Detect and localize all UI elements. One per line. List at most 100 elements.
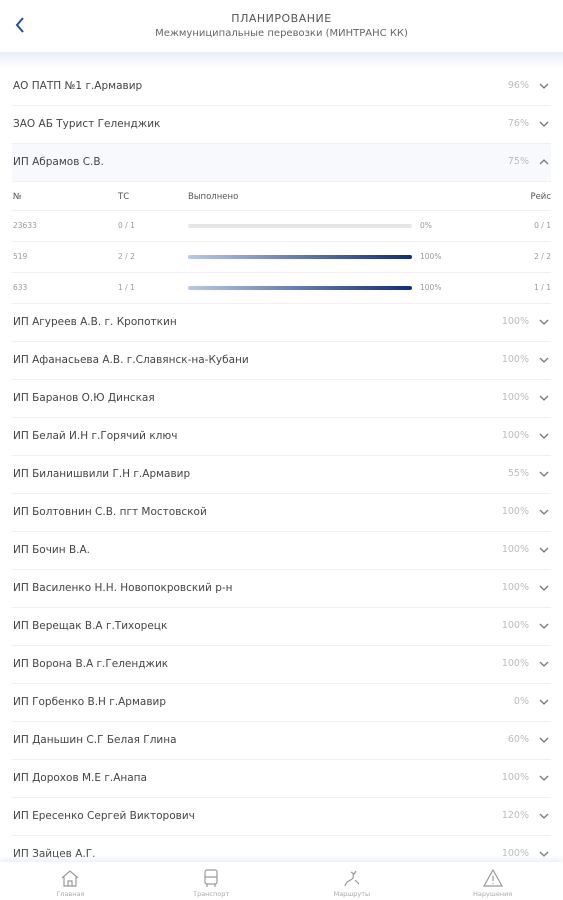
list-row[interactable]: ИП Верещак В.А г.Тихорецк 100%	[12, 608, 551, 646]
company-name: ИП Афанасьева А.В. г.Славянск-на-Кубани	[13, 354, 249, 366]
tab[interactable]: Маршруты	[282, 862, 423, 900]
list-row[interactable]: АО ПАТП №1 г.Армавир 96%	[12, 68, 551, 106]
company-name: ИП Агуреев А.В. г. Кропоткин	[13, 316, 177, 328]
chevron	[539, 83, 549, 89]
chevron	[539, 623, 549, 629]
list-row[interactable]: ИП Бочин В.А. 100%	[12, 532, 551, 570]
tab[interactable]: Главная	[0, 862, 141, 900]
progress-fill	[188, 286, 412, 290]
company-name: ЗАО АБ Турист Геленджик	[13, 118, 161, 130]
percent: 120%	[501, 810, 529, 821]
chevron	[539, 121, 549, 127]
list-row[interactable]: ИП Ересенко Сергей Викторович 120%	[12, 798, 551, 836]
progress-bar	[188, 224, 412, 228]
table-row: 633 1 / 1 100% 1 / 1	[12, 273, 551, 304]
company-name: ИП Бочин В.А.	[13, 544, 91, 556]
percent: 100%	[501, 658, 529, 669]
list-row[interactable]: ИП Белай И.Н г.Горячий ключ 100%	[12, 418, 551, 456]
progress-label: 100%	[420, 252, 442, 261]
vehicle-number: 633	[13, 283, 28, 292]
column-header: ТС	[118, 192, 130, 202]
tab-icon	[61, 870, 79, 887]
tab-icon	[204, 869, 218, 887]
table-row: 23633 0 / 1 0% 0 / 1	[12, 211, 551, 242]
trips: 2 / 2	[534, 252, 551, 261]
percent: 75%	[507, 156, 529, 167]
tab-bar: Главная Транспорт Маршруты Нарушения	[0, 862, 563, 900]
company-name: ИП Баранов О.Ю Динская	[13, 392, 155, 404]
company-name: ИП Ворона В.А г.Геленджик	[13, 658, 169, 670]
company-name: ИП Василенко Н.Н. Новопокровский р-н	[13, 582, 233, 594]
chevron	[539, 159, 549, 165]
table-header: № ТС Выполнено Рейс	[12, 182, 551, 211]
tab-label: Главная	[56, 890, 85, 898]
list-row[interactable]: ИП Василенко Н.Н. Новопокровский р-н 100%	[12, 570, 551, 608]
percent: 76%	[507, 118, 529, 129]
column-header: Выполнено	[188, 192, 239, 202]
company-name: ИП Болтовнин С.В. пгт Мостовской	[13, 506, 207, 518]
tab[interactable]: Транспорт	[141, 862, 282, 900]
list-row[interactable]: ИП Биланишвили Г.Н г.Армавир 55%	[12, 456, 551, 494]
chevron	[539, 775, 549, 781]
list-row[interactable]: ЗАО АБ Турист Геленджик 76%	[12, 106, 551, 144]
chevron	[539, 813, 549, 819]
percent: 100%	[501, 354, 529, 365]
chevron	[539, 737, 549, 743]
header-shadow	[0, 52, 563, 68]
list-row[interactable]: ИП Абрамов С.В. 75%	[12, 144, 551, 182]
chevron	[539, 661, 549, 667]
company-name: ИП Даньшин С.Г Белая Глина	[13, 734, 177, 746]
vehicles: 1 / 1	[118, 283, 135, 292]
percent: 100%	[501, 848, 529, 859]
header: ПЛАНИРОВАНИЕ Межмуниципальные перевозки …	[0, 0, 563, 52]
list-row[interactable]: ИП Ворона В.А г.Геленджик 100%	[12, 646, 551, 684]
chevron	[539, 433, 549, 439]
chevron	[539, 509, 549, 515]
tab-label: Маршруты	[333, 890, 371, 898]
progress-bar	[188, 255, 412, 259]
company-name: АО ПАТП №1 г.Армавир	[13, 80, 143, 92]
title: ПЛАНИРОВАНИЕ	[231, 12, 332, 25]
list-row[interactable]: ИП Агуреев А.В. г. Кропоткин 100%	[12, 304, 551, 342]
chevron	[539, 471, 549, 477]
vehicle-number: 519	[13, 252, 28, 261]
percent: 100%	[501, 620, 529, 631]
percent: 100%	[501, 544, 529, 555]
chevron	[539, 699, 549, 705]
list-row[interactable]: ИП Дорохов М.Е г.Анапа 100%	[12, 760, 551, 798]
back-button[interactable]	[14, 16, 26, 34]
list-row[interactable]: ИП Афанасьева А.В. г.Славянск-на-Кубани 1…	[12, 342, 551, 380]
tab-label: Нарушения	[473, 890, 513, 898]
chevron	[539, 851, 549, 857]
tab-icon	[344, 870, 360, 887]
company-name: ИП Дорохов М.Е г.Анапа	[13, 772, 147, 784]
list-row[interactable]: ИП Горбенко В.Н г.Армавир 0%	[12, 684, 551, 722]
percent: 100%	[501, 392, 529, 403]
percent: 55%	[507, 468, 529, 479]
chevron	[539, 585, 549, 591]
percent: 0%	[513, 696, 529, 707]
progress-label: 0%	[420, 221, 432, 230]
company-name: ИП Белай И.Н г.Горячий ключ	[13, 430, 178, 442]
progress-label: 100%	[420, 283, 442, 292]
tab-icon	[482, 868, 503, 887]
list-row[interactable]: ИП Баранов О.Ю Динская 100%	[12, 380, 551, 418]
percent: 100%	[501, 316, 529, 327]
list-row[interactable]: ИП Даньшин С.Г Белая Глина 60%	[12, 722, 551, 760]
subtitle: Межмуниципальные перевозки (МИНТРАНС КК)	[155, 28, 408, 39]
list-row[interactable]: ИП Болтовнин С.В. пгт Мостовской 100%	[12, 494, 551, 532]
tab[interactable]: Нарушения	[422, 862, 563, 900]
chevron	[539, 547, 549, 553]
details-table: № ТС Выполнено Рейс 23633 0 / 1 0% 0 / 1 519 2 / …	[12, 182, 551, 304]
progress-fill	[188, 255, 412, 259]
company-name: ИП Горбенко В.Н г.Армавир	[13, 696, 166, 708]
company-name: ИП Биланишвили Г.Н г.Армавир	[13, 468, 191, 480]
company-name: ИП Верещак В.А г.Тихорецк	[13, 620, 168, 632]
tab-label: Транспорт	[193, 890, 230, 898]
percent: 100%	[501, 430, 529, 441]
company-name: ИП Ересенко Сергей Викторович	[13, 810, 195, 822]
table-row: 519 2 / 2 100% 2 / 2	[12, 242, 551, 273]
chevron	[539, 395, 549, 401]
percent: 96%	[507, 80, 529, 91]
